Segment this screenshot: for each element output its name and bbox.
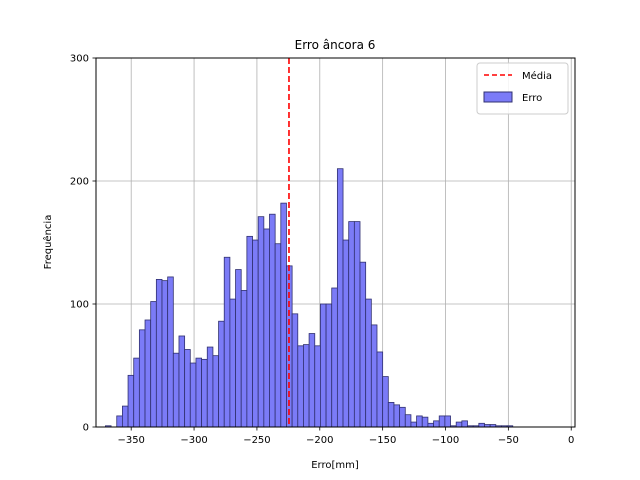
x-tick-label: −200 xyxy=(306,435,333,446)
histogram-bar xyxy=(382,376,389,428)
histogram-bar xyxy=(387,401,395,428)
histogram-bar xyxy=(122,405,129,428)
histogram-bar xyxy=(421,416,429,428)
histogram-bar xyxy=(274,243,282,428)
histogram-bar xyxy=(438,415,446,428)
histogram-bar xyxy=(235,269,242,428)
histogram-bar xyxy=(314,345,321,428)
x-tick-label: −150 xyxy=(369,435,396,446)
legend-label-mean: Média xyxy=(522,70,552,82)
histogram-bar xyxy=(178,335,186,428)
histogram-bar xyxy=(427,422,434,428)
histogram-bar xyxy=(393,404,401,428)
histogram-bar xyxy=(246,235,253,428)
histogram-bar xyxy=(331,287,338,428)
histogram-bar xyxy=(297,345,304,428)
histogram-bar xyxy=(342,239,350,428)
histogram-bar xyxy=(229,298,236,428)
histogram-bar xyxy=(223,256,231,428)
histogram-bar xyxy=(336,168,344,428)
histogram-bar xyxy=(303,344,310,428)
histogram-bar xyxy=(348,221,355,428)
legend-label-erro: Erro xyxy=(522,93,542,104)
y-tick-label: 300 xyxy=(70,54,89,65)
histogram-bar xyxy=(212,355,219,428)
histogram-bar xyxy=(150,301,157,428)
histogram-bar xyxy=(116,415,123,428)
histogram-bar xyxy=(172,352,180,428)
x-tick-label: 0 xyxy=(568,435,574,446)
y-tick-label: 0 xyxy=(83,423,89,434)
histogram-bar xyxy=(167,276,174,428)
y-tick-label: 100 xyxy=(70,300,89,311)
legend: Média Erro xyxy=(476,62,569,115)
histogram-bar xyxy=(404,414,412,428)
histogram-bar xyxy=(138,329,146,428)
histogram-bar xyxy=(416,415,423,428)
histogram-bar xyxy=(269,213,276,428)
histogram-bar xyxy=(240,290,248,428)
histogram-bar xyxy=(206,346,214,428)
histogram-bar xyxy=(257,216,265,428)
histogram-bar xyxy=(133,357,140,428)
y-tick-label: 200 xyxy=(70,177,89,188)
histogram-bar xyxy=(478,422,485,428)
histogram-bar xyxy=(320,303,327,428)
x-tick-label: −300 xyxy=(180,435,207,446)
histogram-bar xyxy=(444,415,451,428)
x-tick-label: −50 xyxy=(498,435,519,446)
x-tick-label: −250 xyxy=(243,435,270,446)
histogram-bar xyxy=(370,324,378,428)
histogram-bar xyxy=(308,333,316,428)
x-axis-title: Erro[mm] xyxy=(311,460,359,471)
histogram-bar xyxy=(455,421,463,428)
histogram-bar xyxy=(155,278,163,428)
x-tick-label: −100 xyxy=(432,435,459,446)
ticks-layer: −350 −300 −250 −200 −150 −100 −50 0 0 100 200 300 xyxy=(70,54,575,447)
histogram-bar xyxy=(376,351,384,428)
histogram-bar xyxy=(353,221,361,428)
histogram-bar xyxy=(218,320,225,428)
histogram-bar xyxy=(291,313,299,428)
histogram-bar xyxy=(280,202,287,428)
histogram-bar xyxy=(144,319,152,428)
y-axis-title: Frequência xyxy=(42,215,54,270)
histogram-bar xyxy=(252,239,259,428)
histogram-bar xyxy=(161,280,169,428)
histogram-bar xyxy=(263,228,270,428)
histogram-bar xyxy=(399,406,406,428)
histogram-bar xyxy=(189,362,197,428)
histogram-bar xyxy=(359,261,367,428)
histogram-bar xyxy=(410,421,417,428)
legend-bar-swatch xyxy=(483,91,513,103)
histogram-bar xyxy=(461,420,468,428)
histogram-bar xyxy=(184,349,191,428)
histogram-bar xyxy=(433,420,440,428)
x-tick-label: −350 xyxy=(117,435,144,446)
histogram-bar xyxy=(127,374,135,428)
histogram-bar xyxy=(201,358,208,428)
chart-title: Erro âncora 6 xyxy=(295,38,376,52)
bars-layer xyxy=(105,168,514,428)
histogram-bar xyxy=(195,357,203,428)
plot-frame xyxy=(95,57,576,428)
histogram-bar xyxy=(325,303,333,428)
histogram-bar xyxy=(365,298,372,428)
